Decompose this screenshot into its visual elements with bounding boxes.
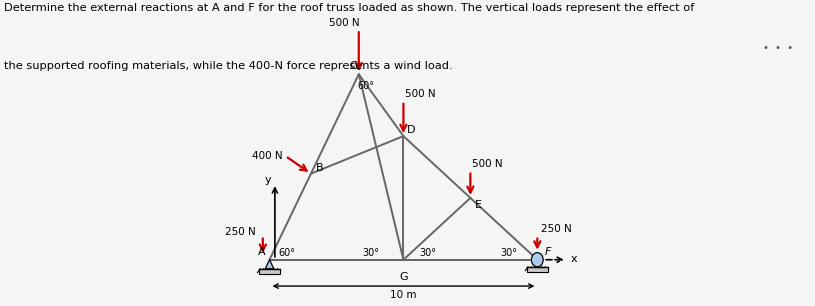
Text: y: y: [264, 175, 271, 185]
Circle shape: [531, 253, 544, 267]
Text: 500 N: 500 N: [472, 159, 502, 169]
Text: 60°: 60°: [358, 81, 375, 91]
Text: •  •  •: • • •: [764, 43, 793, 53]
Text: D: D: [407, 125, 415, 135]
Text: Determine the external reactions at A and F for the roof truss loaded as shown. : Determine the external reactions at A an…: [4, 3, 694, 13]
Text: G: G: [399, 272, 408, 282]
Text: C: C: [350, 61, 358, 71]
Text: F: F: [544, 247, 551, 257]
Text: E: E: [474, 200, 482, 210]
Text: 10 m: 10 m: [390, 290, 416, 300]
Bar: [526, 267, 548, 272]
Text: 30°: 30°: [363, 248, 380, 258]
Text: the supported roofing materials, while the 400-N force represents a wind load.: the supported roofing materials, while t…: [4, 61, 452, 71]
Text: 400 N: 400 N: [252, 151, 283, 161]
Text: 500 N: 500 N: [328, 18, 359, 28]
Text: x: x: [570, 254, 577, 264]
Bar: [259, 269, 280, 274]
Text: 30°: 30°: [419, 248, 436, 258]
Text: 30°: 30°: [500, 248, 518, 258]
Text: A: A: [258, 247, 266, 257]
Text: 250 N: 250 N: [225, 227, 255, 237]
Text: 250 N: 250 N: [541, 224, 572, 234]
Text: 500 N: 500 N: [405, 89, 435, 99]
Text: 60°: 60°: [279, 248, 296, 258]
Polygon shape: [265, 260, 274, 269]
Text: B: B: [315, 163, 324, 173]
